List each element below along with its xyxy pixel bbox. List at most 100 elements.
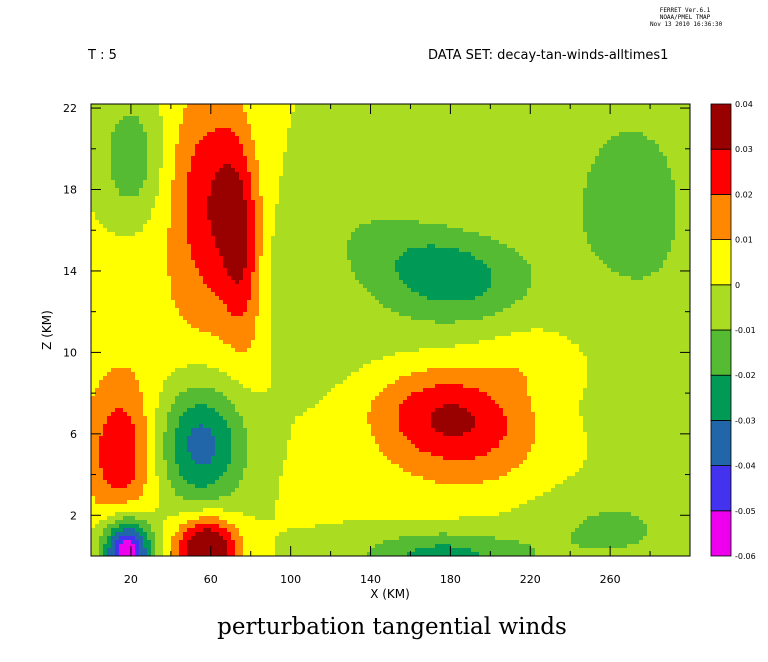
contour-cell: [363, 152, 368, 157]
contour-cell: [387, 160, 392, 165]
contour-cell: [135, 220, 140, 225]
contour-cell: [195, 192, 200, 197]
contour-cell: [531, 176, 536, 181]
contour-cell: [131, 216, 136, 221]
contour-cell: [395, 220, 400, 225]
contour-cell: [211, 144, 216, 149]
contour-cell: [595, 200, 600, 205]
contour-cell: [307, 112, 312, 117]
contour-cell: [411, 216, 416, 221]
contour-cell: [451, 148, 456, 153]
contour-cell: [623, 228, 628, 233]
contour-cell: [451, 172, 456, 177]
contour-cell: [403, 216, 408, 221]
contour-cell: [291, 172, 296, 177]
contour-cell: [347, 184, 352, 189]
contour-cell: [199, 180, 204, 185]
contour-cell: [423, 184, 428, 189]
contour-cell: [455, 212, 460, 217]
contour-cell: [431, 180, 436, 185]
contour-cell: [555, 168, 560, 173]
contour-cell: [319, 176, 324, 181]
contour-cell: [319, 228, 324, 233]
contour-cell: [615, 216, 620, 221]
contour-cell: [399, 168, 404, 173]
contour-cell: [687, 156, 691, 161]
contour-cell: [111, 232, 116, 237]
contour-cell: [475, 152, 480, 157]
contour-cell: [611, 140, 616, 145]
contour-cell: [243, 152, 248, 157]
contour-cell: [143, 140, 148, 145]
contour-cell: [343, 160, 348, 165]
contour-cell: [191, 220, 196, 225]
contour-cell: [435, 136, 440, 141]
contour-cell: [431, 176, 436, 181]
contour-cell: [183, 148, 188, 153]
contour-cell: [507, 156, 512, 161]
contour-cell: [479, 204, 484, 209]
contour-cell: [663, 200, 668, 205]
contour-cell: [187, 204, 192, 209]
contour-cell: [167, 104, 172, 109]
contour-cell: [287, 160, 292, 165]
contour-cell: [187, 108, 192, 113]
contour-cell: [123, 156, 128, 161]
contour-cell: [199, 164, 204, 169]
contour-cell: [371, 156, 376, 161]
contour-cell: [111, 148, 116, 153]
contour-cell: [235, 224, 240, 229]
contour-cell: [335, 144, 340, 149]
contour-cell: [363, 212, 368, 217]
contour-cell: [283, 120, 288, 125]
contour-cell: [155, 120, 160, 125]
contour-cell: [679, 208, 684, 213]
contour-cell: [531, 116, 536, 121]
contour-cell: [435, 168, 440, 173]
contour-cell: [179, 172, 184, 177]
contour-cell: [207, 224, 212, 229]
contour-cell: [591, 224, 596, 229]
contour-cell: [171, 124, 176, 129]
contour-cell: [455, 180, 460, 185]
contour-cell: [111, 180, 116, 185]
contour-cell: [227, 220, 232, 225]
contour-cell: [571, 152, 576, 157]
contour-cell: [599, 216, 604, 221]
contour-cell: [371, 184, 376, 189]
contour-cell: [591, 184, 596, 189]
contour-cell: [403, 228, 408, 233]
contour-cell: [663, 196, 668, 201]
contour-cell: [343, 136, 348, 141]
contour-cell: [119, 168, 124, 173]
contour-cell: [139, 160, 144, 165]
contour-cell: [419, 168, 424, 173]
contour-cell: [655, 232, 660, 237]
contour-cell: [159, 196, 164, 201]
contour-cell: [471, 164, 476, 169]
contour-cell: [651, 160, 656, 165]
contour-cell: [363, 192, 368, 197]
contour-cell: [467, 116, 472, 121]
contour-cell: [571, 124, 576, 129]
contour-cell: [563, 168, 568, 173]
contour-cell: [515, 180, 520, 185]
contour-cell: [427, 144, 432, 149]
contour-cell: [519, 160, 524, 165]
contour-cell: [679, 140, 684, 145]
contour-cell: [179, 136, 184, 141]
contour-cell: [91, 200, 96, 205]
contour-cell: [575, 156, 580, 161]
contour-cell: [187, 152, 192, 157]
contour-cell: [399, 180, 404, 185]
contour-cell: [379, 104, 384, 109]
contour-cell: [507, 116, 512, 121]
contour-cell: [471, 200, 476, 205]
contour-cell: [567, 204, 572, 209]
contour-cell: [127, 228, 132, 233]
contour-cell: [427, 192, 432, 197]
contour-cell: [687, 188, 691, 193]
contour-cell: [475, 184, 480, 189]
contour-cell: [523, 192, 528, 197]
contour-cell: [411, 208, 416, 213]
